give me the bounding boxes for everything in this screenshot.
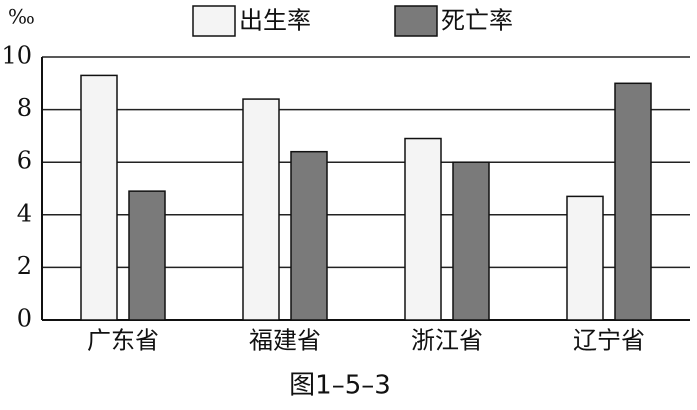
x-tick-label: 浙江省 [411, 327, 483, 355]
legend-label: 死亡率 [441, 7, 513, 35]
legend-swatch [394, 5, 438, 37]
y-tick-label: 10 [1, 42, 32, 70]
legend-swatch [192, 5, 236, 37]
legend-label: 出生率 [239, 7, 311, 35]
x-tick-label: 福建省 [249, 327, 321, 355]
y-tick-label: 0 [17, 305, 32, 333]
bar [290, 150, 328, 321]
bar [128, 190, 166, 321]
caption: 图1–5–3 [289, 371, 391, 401]
y-tick-label: 4 [17, 199, 32, 227]
bar [80, 74, 118, 321]
bar [404, 137, 442, 321]
bar [452, 161, 490, 321]
x-tick-label: 广东省 [87, 327, 159, 355]
y-tick-label: 2 [17, 252, 32, 280]
y-tick-label: 6 [17, 147, 32, 175]
bar [614, 82, 652, 321]
y-tick-label: 8 [17, 94, 32, 122]
bar [566, 195, 604, 321]
y-axis-unit: ‰ [8, 5, 35, 29]
bar [242, 98, 280, 321]
x-tick-label: 辽宁省 [573, 327, 645, 355]
